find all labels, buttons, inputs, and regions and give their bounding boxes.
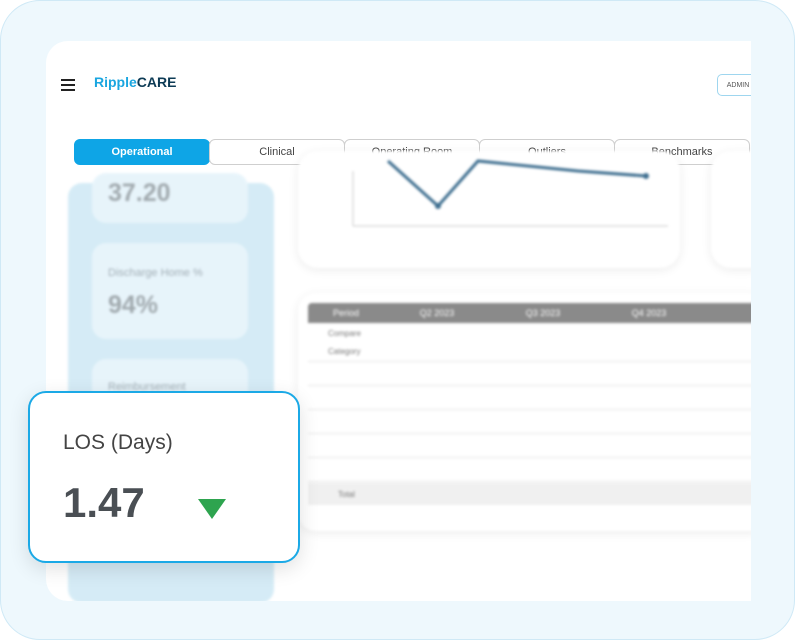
kpi-value: 37.20: [108, 179, 171, 207]
highlight-value: 1.47: [63, 479, 145, 526]
kpi-label: Discharge Home %: [108, 267, 203, 279]
kpi-card: Discharge Home % 94%: [92, 243, 248, 339]
category-label: Category: [328, 347, 361, 356]
header-cell: Period: [332, 308, 359, 318]
table-header: [308, 303, 751, 323]
data-table: Period Q2 2023 Q3 2023 Q4 2023 Compare Cate…: [298, 293, 751, 531]
row-line: [308, 361, 751, 362]
row-line: [308, 385, 751, 386]
logo: RippleCARE: [94, 74, 176, 90]
chart-card: [298, 151, 680, 268]
highlight-card: LOS (Days) 1.47: [28, 391, 300, 563]
header-cell: Q3 2023: [525, 308, 561, 318]
tab[interactable]: Operational: [74, 139, 210, 165]
row-line: [308, 481, 751, 482]
kpi-label: Reimbursement: [108, 381, 186, 393]
user-button[interactable]: ADMIN: [717, 74, 751, 96]
kpi-value: 94%: [108, 291, 159, 319]
trend-chart: [352, 159, 668, 227]
logo-suffix: CARE: [136, 74, 177, 90]
down-arrow: [198, 499, 226, 519]
highlight-label: LOS (Days): [63, 431, 173, 454]
app-window: RippleCARE ADMIN OperationalClinicalOper…: [46, 41, 751, 601]
total-row: [308, 483, 751, 505]
header-cell: Q4 2023: [631, 308, 667, 318]
total-label: Total: [338, 490, 355, 499]
kpi-card: 37.20: [92, 173, 248, 223]
menu-icon[interactable]: [61, 79, 75, 91]
row-line: [308, 457, 751, 458]
header-cell: Q2 2023: [419, 308, 455, 318]
compare-label: Compare: [328, 329, 361, 338]
row-line: [308, 409, 751, 410]
side-card: [711, 151, 751, 268]
logo-prefix: Ripple: [94, 74, 137, 90]
row-line: [308, 433, 751, 434]
